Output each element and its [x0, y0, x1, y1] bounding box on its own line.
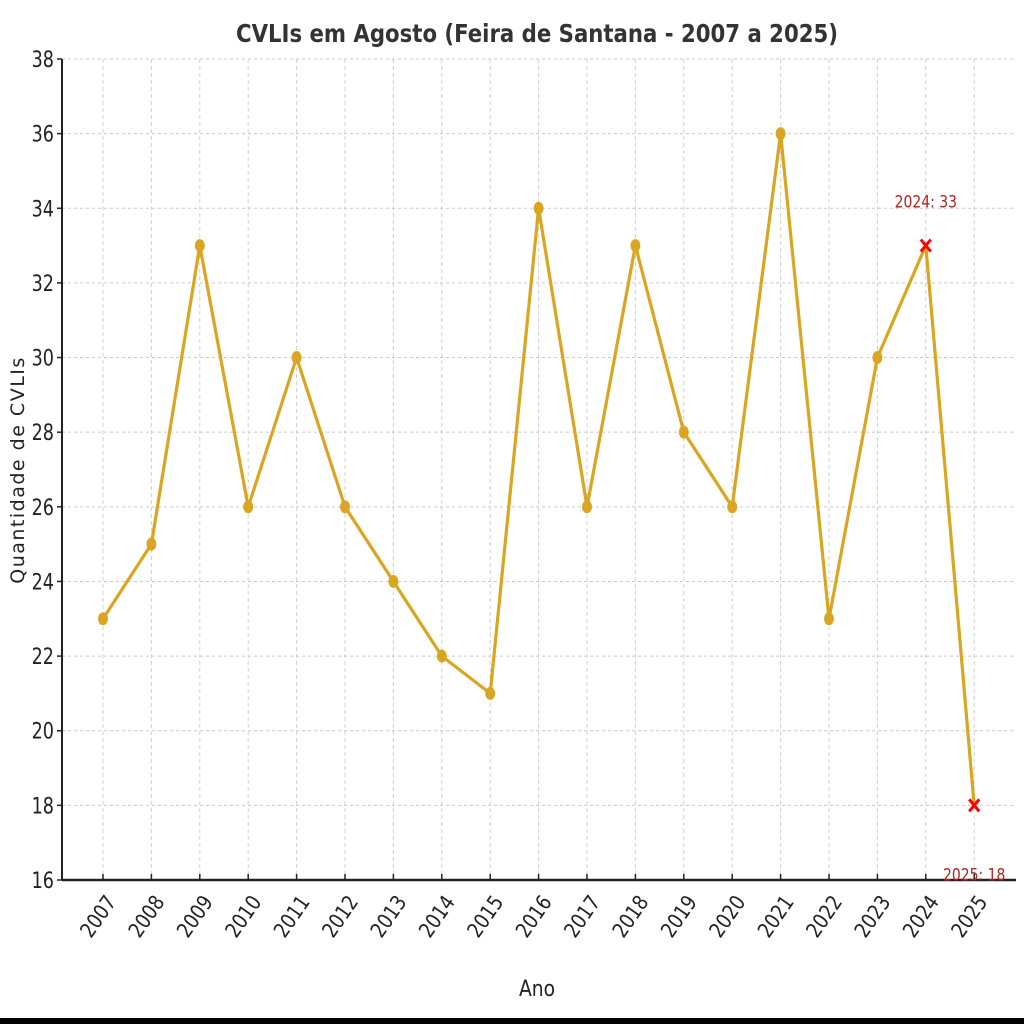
x-axis-label: Ano — [519, 976, 555, 1002]
highlight-marker-2025 — [968, 798, 981, 813]
annotation-label: 2025: 18 — [943, 865, 1005, 885]
x-tick-label: 2024 — [898, 891, 944, 942]
x-tick-label: 2022 — [801, 891, 847, 942]
y-tick-label: 36 — [32, 122, 54, 147]
x-tick-label: 2020 — [704, 891, 750, 942]
data-point — [291, 351, 302, 365]
x-tick-label: 2012 — [317, 891, 363, 942]
x-tick-label: 2019 — [656, 891, 702, 942]
x-tick-labels: 2007 2008 2009 2010 2011 2012 2013 2014 2015 2016… — [75, 891, 993, 942]
y-tick-label: 28 — [32, 420, 54, 445]
annotation-label: 2024: 33 — [895, 192, 957, 212]
x-tick-label: 2014 — [414, 891, 460, 942]
bottom-border — [0, 1018, 1024, 1024]
data-point — [98, 612, 108, 626]
data-point — [775, 127, 786, 141]
x-tick-label: 2021 — [753, 891, 799, 942]
x-tick-label: 2011 — [269, 891, 315, 942]
y-axis-label: Quantidade de CVLIs — [7, 356, 29, 584]
x-tick-label: 2010 — [220, 891, 266, 942]
x-marker-stroke — [919, 238, 932, 253]
y-tick-label: 30 — [32, 346, 54, 371]
y-tick-labels: 16 18 20 22 24 26 28 30 32 34 36 38 — [32, 47, 54, 893]
y-tick-label: 18 — [32, 793, 54, 818]
data-points — [98, 127, 883, 700]
x-marker-stroke — [968, 798, 981, 813]
y-tick-label: 16 — [32, 868, 54, 893]
data-point — [340, 500, 350, 514]
data-point — [436, 649, 447, 663]
data-point — [194, 239, 205, 253]
x-tick-label: 2015 — [462, 891, 508, 942]
data-point — [146, 537, 157, 551]
chart-title: CVLIs em Agosto (Feira de Santana - 2007… — [236, 19, 838, 48]
y-tick-label: 34 — [32, 196, 54, 221]
y-tick-label: 26 — [32, 495, 54, 520]
annotations: 2024: 33 2025: 18 — [895, 192, 1006, 884]
data-point — [388, 574, 399, 588]
x-tick-label: 2007 — [75, 891, 121, 942]
highlight-marker-2024 — [919, 238, 932, 253]
data-point — [485, 686, 496, 700]
data-point — [533, 201, 544, 215]
data-point — [582, 500, 592, 514]
x-tick-label: 2017 — [559, 891, 605, 942]
data-point — [243, 500, 254, 514]
y-tick-label: 38 — [32, 47, 54, 72]
data-point — [678, 425, 689, 439]
axes — [57, 58, 1016, 882]
x-tick-label: 2008 — [123, 891, 169, 942]
y-tick-label: 32 — [32, 271, 54, 296]
data-point — [630, 239, 641, 253]
x-tick-label: 2009 — [172, 891, 218, 942]
data-point — [727, 500, 738, 514]
x-tick-label: 2013 — [365, 891, 411, 942]
data-point — [872, 351, 883, 365]
y-tick-label: 20 — [32, 719, 54, 744]
x-tick-label: 2023 — [849, 891, 895, 942]
x-tick-label: 2016 — [511, 891, 557, 942]
x-tick-label: 2018 — [607, 891, 653, 942]
data-point — [824, 612, 834, 626]
y-tick-label: 22 — [32, 644, 54, 669]
grid-lines — [62, 58, 1016, 880]
y-tick-label: 24 — [32, 570, 54, 595]
x-tick-label: 2025 — [946, 891, 992, 942]
